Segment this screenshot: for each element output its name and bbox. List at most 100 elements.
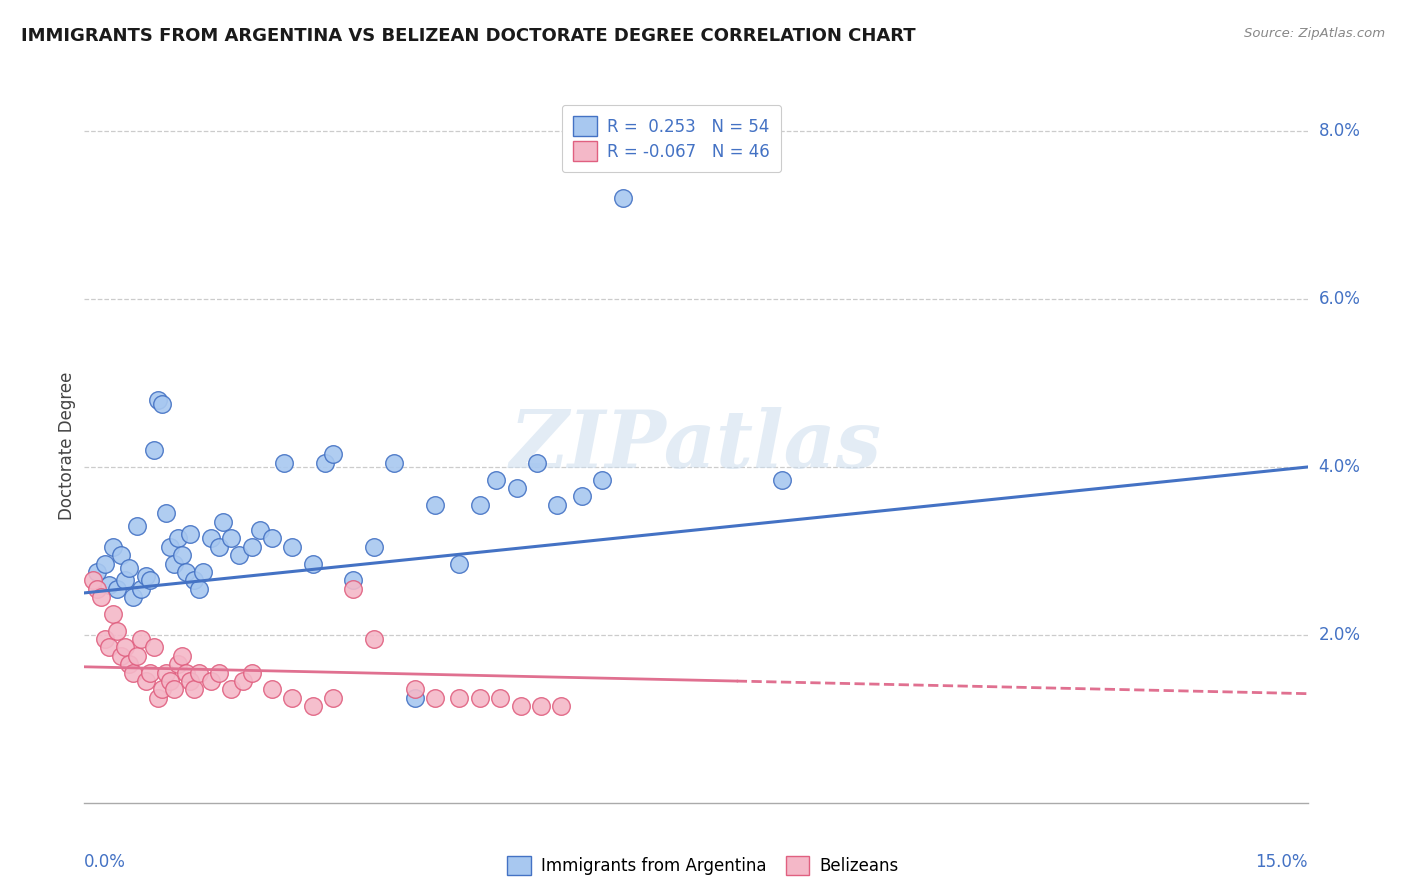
Point bbox=[342, 574, 364, 588]
Point bbox=[82, 574, 104, 588]
Point bbox=[135, 569, 157, 583]
Point bbox=[172, 548, 194, 562]
Text: 4.0%: 4.0% bbox=[1319, 458, 1361, 476]
Point bbox=[174, 565, 197, 579]
Point bbox=[163, 557, 186, 571]
Point bbox=[770, 473, 793, 487]
Point bbox=[105, 582, 128, 596]
Point bbox=[363, 540, 385, 554]
Point bbox=[155, 665, 177, 680]
Point bbox=[142, 443, 165, 458]
Legend: R =  0.253   N = 54, R = -0.067   N = 46: R = 0.253 N = 54, R = -0.067 N = 46 bbox=[562, 104, 782, 172]
Point bbox=[301, 557, 323, 571]
Text: 6.0%: 6.0% bbox=[1319, 290, 1361, 308]
Point bbox=[101, 540, 124, 554]
Point bbox=[281, 690, 304, 705]
Text: 8.0%: 8.0% bbox=[1319, 122, 1361, 140]
Point bbox=[86, 582, 108, 596]
Point bbox=[219, 682, 242, 697]
Point bbox=[449, 557, 471, 571]
Point bbox=[122, 590, 145, 604]
Point bbox=[191, 565, 214, 579]
Legend: Immigrants from Argentina, Belizeans: Immigrants from Argentina, Belizeans bbox=[501, 849, 905, 882]
Point bbox=[468, 498, 491, 512]
Point bbox=[163, 682, 186, 697]
Point bbox=[187, 582, 209, 596]
Text: IMMIGRANTS FROM ARGENTINA VS BELIZEAN DOCTORATE DEGREE CORRELATION CHART: IMMIGRANTS FROM ARGENTINA VS BELIZEAN DO… bbox=[21, 27, 915, 45]
Point bbox=[232, 674, 254, 689]
Point bbox=[322, 690, 344, 705]
Point bbox=[131, 632, 153, 646]
Point bbox=[159, 540, 181, 554]
Text: 0.0%: 0.0% bbox=[84, 853, 127, 871]
Text: 2.0%: 2.0% bbox=[1319, 626, 1361, 644]
Point bbox=[179, 527, 201, 541]
Point bbox=[404, 682, 426, 697]
Point bbox=[404, 690, 426, 705]
Point bbox=[489, 690, 512, 705]
Point bbox=[135, 674, 157, 689]
Point bbox=[505, 481, 527, 495]
Point bbox=[159, 674, 181, 689]
Point bbox=[174, 665, 197, 680]
Text: ZIPatlas: ZIPatlas bbox=[510, 408, 882, 484]
Point bbox=[131, 582, 153, 596]
Text: 15.0%: 15.0% bbox=[1256, 853, 1308, 871]
Point bbox=[167, 532, 190, 546]
Point bbox=[228, 548, 250, 562]
Point bbox=[138, 574, 160, 588]
Point bbox=[183, 682, 205, 697]
Point bbox=[208, 540, 231, 554]
Point bbox=[249, 523, 271, 537]
Point bbox=[114, 574, 136, 588]
Point bbox=[114, 640, 136, 655]
Point bbox=[322, 447, 344, 461]
Point bbox=[167, 657, 190, 672]
Point bbox=[93, 632, 115, 646]
Point bbox=[187, 665, 209, 680]
Point bbox=[110, 548, 132, 562]
Point bbox=[172, 648, 194, 663]
Y-axis label: Doctorate Degree: Doctorate Degree bbox=[58, 372, 76, 520]
Point bbox=[138, 665, 160, 680]
Point bbox=[110, 648, 132, 663]
Point bbox=[105, 624, 128, 638]
Point bbox=[240, 540, 263, 554]
Point bbox=[219, 532, 242, 546]
Point bbox=[240, 665, 263, 680]
Point bbox=[273, 456, 295, 470]
Point bbox=[183, 574, 205, 588]
Point bbox=[550, 699, 572, 714]
Point bbox=[101, 607, 124, 621]
Point bbox=[179, 674, 201, 689]
Point bbox=[571, 489, 593, 503]
Point bbox=[281, 540, 304, 554]
Point bbox=[546, 498, 568, 512]
Point bbox=[200, 674, 222, 689]
Point bbox=[530, 699, 553, 714]
Point bbox=[146, 392, 169, 407]
Point bbox=[118, 560, 141, 574]
Point bbox=[127, 518, 149, 533]
Point bbox=[150, 682, 173, 697]
Point bbox=[314, 456, 336, 470]
Point bbox=[342, 582, 364, 596]
Point bbox=[423, 498, 446, 512]
Point bbox=[363, 632, 385, 646]
Point bbox=[260, 682, 283, 697]
Point bbox=[127, 648, 149, 663]
Point bbox=[212, 515, 235, 529]
Point bbox=[591, 473, 613, 487]
Point bbox=[146, 690, 169, 705]
Point bbox=[86, 565, 108, 579]
Point bbox=[423, 690, 446, 705]
Point bbox=[93, 557, 115, 571]
Point bbox=[612, 191, 634, 205]
Point bbox=[118, 657, 141, 672]
Point bbox=[122, 665, 145, 680]
Point bbox=[142, 640, 165, 655]
Point bbox=[301, 699, 323, 714]
Point bbox=[200, 532, 222, 546]
Point bbox=[208, 665, 231, 680]
Point bbox=[468, 690, 491, 705]
